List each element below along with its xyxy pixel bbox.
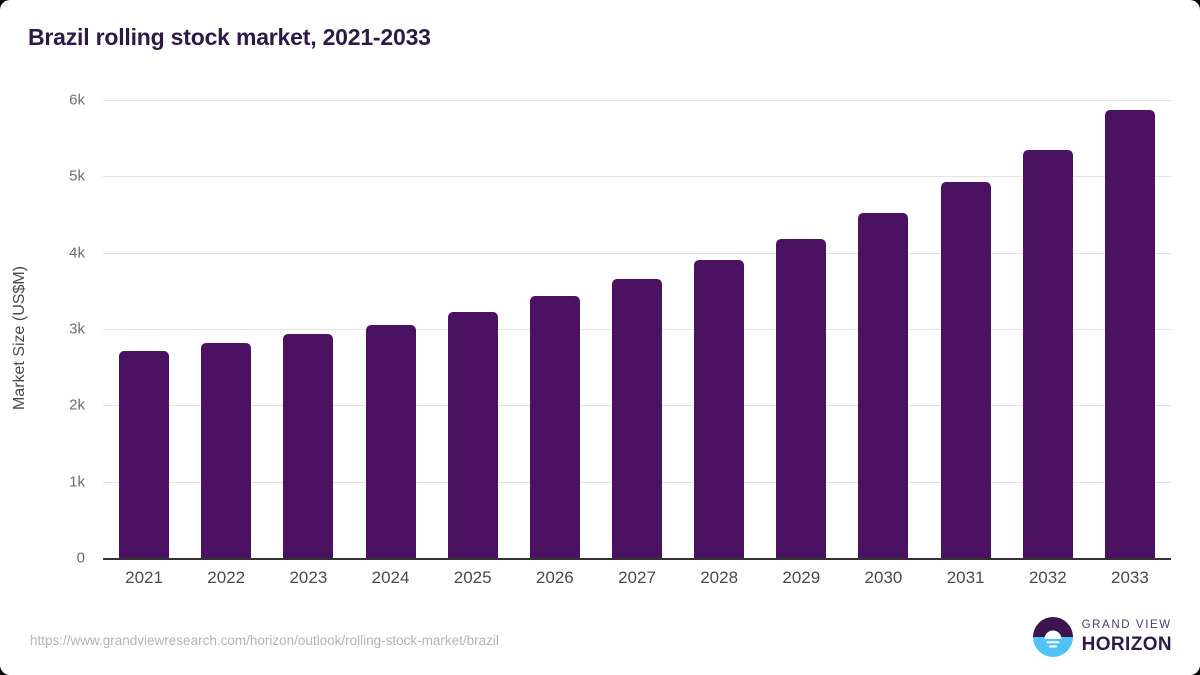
x-axis-tick-label: 2022 bbox=[207, 568, 246, 587]
bar-2023[interactable] bbox=[283, 334, 334, 558]
plot-area bbox=[103, 100, 1171, 558]
y-axis-tick-label: 1k bbox=[69, 473, 85, 491]
bar-2029[interactable] bbox=[776, 238, 827, 558]
bar-2022[interactable] bbox=[201, 342, 252, 558]
x-axis-tick-label: 2031 bbox=[946, 568, 985, 587]
bar-2026[interactable] bbox=[529, 296, 580, 558]
gridline bbox=[103, 100, 1171, 101]
bar-2024[interactable] bbox=[365, 325, 416, 558]
x-axis-tick-label: 2024 bbox=[371, 568, 410, 587]
x-axis-tick-label: 2027 bbox=[618, 568, 656, 587]
x-axis-tick-label: 2028 bbox=[700, 568, 739, 587]
brand-logo[interactable]: GRAND VIEW HORIZON bbox=[1032, 617, 1172, 657]
y-axis-tick-label: 4k bbox=[69, 244, 85, 262]
x-axis-line bbox=[103, 558, 1171, 560]
horizon-circle-icon bbox=[1032, 617, 1073, 657]
source-url[interactable]: https://www.grandviewresearch.com/horizo… bbox=[30, 633, 499, 648]
y-axis-tick-label: 2k bbox=[69, 396, 85, 414]
y-axis-tick-label: 5k bbox=[69, 167, 85, 185]
page-title: Brazil rolling stock market, 2021-2033 bbox=[28, 24, 431, 50]
gridline bbox=[103, 176, 1171, 178]
x-axis-tick-label: 2032 bbox=[1028, 568, 1067, 587]
x-axis-tick-label: 2029 bbox=[782, 568, 821, 587]
bar-2027[interactable] bbox=[612, 278, 662, 558]
bar-2030[interactable] bbox=[858, 212, 909, 558]
x-axis-tick-label: 2026 bbox=[535, 568, 574, 587]
x-axis-tick-label: 2033 bbox=[1111, 568, 1149, 587]
gridline bbox=[103, 252, 1171, 254]
bar-2028[interactable] bbox=[694, 259, 745, 558]
y-axis-tick-label: 6k bbox=[69, 91, 85, 109]
logo-line-1: GRAND VIEW bbox=[1081, 619, 1172, 632]
x-axis-tick-labels: 2021 2022 2023 2024 2025 2026 2027 2028 2029 2030… bbox=[103, 568, 1171, 598]
x-axis-tick-label: 2023 bbox=[289, 568, 328, 587]
x-axis-tick-label: 2030 bbox=[864, 568, 903, 587]
y-axis-tick-labels: 0 1k 2k 3k 4k 5k 6k bbox=[23, 92, 85, 567]
bar-2032[interactable] bbox=[1022, 149, 1073, 558]
bar-2031[interactable] bbox=[940, 182, 991, 558]
logo-wordmark: GRAND VIEW HORIZON bbox=[1082, 620, 1172, 654]
logo-line-2: HORIZON bbox=[1081, 633, 1172, 655]
x-axis-tick-label: 2025 bbox=[453, 568, 492, 587]
y-axis-tick-label: 3k bbox=[69, 320, 85, 338]
bar-2025[interactable] bbox=[447, 312, 498, 558]
x-axis-tick-label: 2021 bbox=[125, 568, 163, 587]
y-axis-tick-label: 0 bbox=[76, 549, 85, 567]
bar-2033[interactable] bbox=[1104, 109, 1155, 558]
bar-2021[interactable] bbox=[119, 351, 170, 558]
